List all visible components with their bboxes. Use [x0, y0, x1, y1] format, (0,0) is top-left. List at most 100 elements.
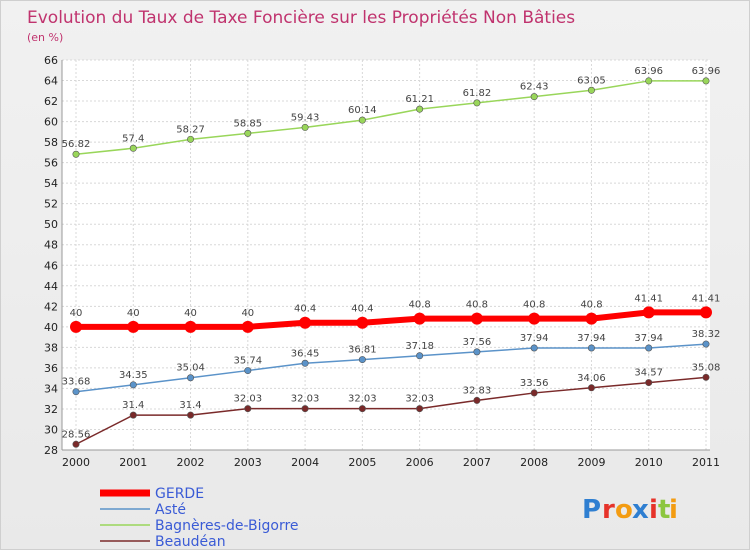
data-point	[528, 312, 541, 325]
y-tick-label: 32	[44, 403, 58, 416]
legend-item: GERDE	[155, 486, 204, 502]
x-tick-label: 2000	[62, 456, 90, 469]
x-tick-label: 2002	[177, 456, 205, 469]
data-label: 40	[241, 308, 254, 319]
data-label: 63.96	[634, 66, 663, 77]
data-label: 35.04	[176, 363, 205, 374]
data-label: 35.08	[692, 362, 721, 373]
data-label: 37.94	[634, 333, 663, 344]
x-tick-label: 2001	[119, 456, 147, 469]
x-tick-label: 2011	[692, 456, 720, 469]
data-point	[301, 405, 309, 413]
x-tick-label: 2003	[234, 456, 262, 469]
data-point	[413, 312, 426, 325]
data-point	[530, 389, 538, 397]
x-tick-label: 2008	[520, 456, 548, 469]
data-point	[72, 388, 80, 396]
data-label: 59.43	[291, 112, 320, 123]
data-label: 63.96	[692, 66, 721, 77]
logo-letter: i	[669, 495, 678, 525]
y-tick-label: 36	[44, 362, 58, 375]
data-label: 40	[70, 308, 83, 319]
y-tick-label: 52	[44, 198, 58, 211]
y-tick-label: 62	[44, 95, 58, 108]
data-point	[700, 306, 712, 319]
data-label: 62.43	[520, 82, 549, 93]
series-line-0	[76, 309, 706, 330]
data-label: 37.18	[405, 341, 434, 352]
data-label: 57.4	[122, 133, 144, 144]
series-line-2	[75, 80, 706, 155]
data-label: 33.56	[520, 378, 549, 389]
data-point	[187, 374, 195, 382]
logo-letter: o	[615, 495, 633, 525]
legend-item: Bagnères-de-Bigorre	[155, 518, 299, 534]
data-point	[642, 306, 655, 319]
plot-background	[62, 60, 710, 450]
x-tick-label: 2005	[348, 456, 376, 469]
y-tick-label: 60	[44, 116, 58, 129]
series-line-1	[75, 343, 707, 393]
data-point	[358, 116, 366, 124]
data-label: 40.8	[580, 300, 602, 311]
chart-subtitle: (en %)	[27, 31, 63, 44]
y-tick-label: 44	[44, 280, 58, 293]
data-label: 32.03	[291, 394, 320, 405]
logo-letter: r	[602, 495, 615, 525]
data-label: 41.41	[692, 293, 721, 304]
data-point	[187, 411, 195, 419]
data-label: 36.81	[348, 345, 377, 356]
data-point	[702, 77, 710, 85]
x-tick-label: 2009	[577, 456, 605, 469]
data-label: 31.4	[179, 400, 201, 411]
data-point	[416, 105, 424, 113]
data-point	[241, 320, 254, 333]
data-point	[244, 129, 252, 137]
data-label: 37.56	[463, 337, 492, 348]
data-point	[645, 77, 653, 85]
y-tick-label: 64	[44, 75, 58, 88]
data-point	[129, 144, 137, 152]
data-label: 37.94	[520, 333, 549, 344]
data-point	[70, 320, 82, 333]
data-point	[72, 150, 80, 158]
data-label: 38.32	[692, 329, 721, 340]
chart-title: Evolution du Taux de Taxe Foncière sur l…	[27, 8, 575, 28]
y-tick-label: 40	[44, 321, 58, 334]
data-point	[187, 135, 195, 143]
y-tick-label: 54	[44, 177, 58, 190]
y-tick-label: 34	[44, 382, 58, 395]
legend-item: Beaudéan	[155, 534, 226, 550]
y-tick-label: 42	[44, 300, 58, 313]
y-tick-label: 30	[44, 423, 58, 436]
x-tick-label: 2006	[406, 456, 434, 469]
x-tick-label: 2010	[635, 456, 663, 469]
data-point	[530, 344, 538, 352]
data-label: 32.03	[233, 394, 262, 405]
data-point	[530, 93, 538, 101]
data-point	[702, 340, 710, 348]
data-label: 32.03	[348, 394, 377, 405]
y-tick-label: 46	[44, 259, 58, 272]
data-point	[129, 411, 137, 419]
y-tick-label: 56	[44, 157, 58, 170]
data-label: 40.8	[466, 300, 488, 311]
data-label: 58.27	[176, 124, 205, 135]
data-label: 28.56	[62, 429, 91, 440]
data-point	[470, 312, 483, 325]
data-label: 34.35	[119, 370, 148, 381]
data-label: 58.85	[233, 118, 262, 129]
data-point	[244, 405, 252, 413]
plot-area: 28 30 32 34 36 38 40 42 44 46 48 50 52 54 56 58 60 62 64 66…	[44, 54, 720, 469]
x-tick-label: 2007	[463, 456, 491, 469]
data-point	[244, 367, 252, 375]
data-label: 40	[184, 308, 197, 319]
logo-letter: i	[649, 495, 658, 525]
data-point	[473, 396, 481, 404]
data-label: 35.74	[233, 356, 262, 367]
logo-letter: t	[658, 495, 670, 525]
data-label: 40.8	[523, 300, 545, 311]
data-label: 33.68	[62, 377, 91, 388]
